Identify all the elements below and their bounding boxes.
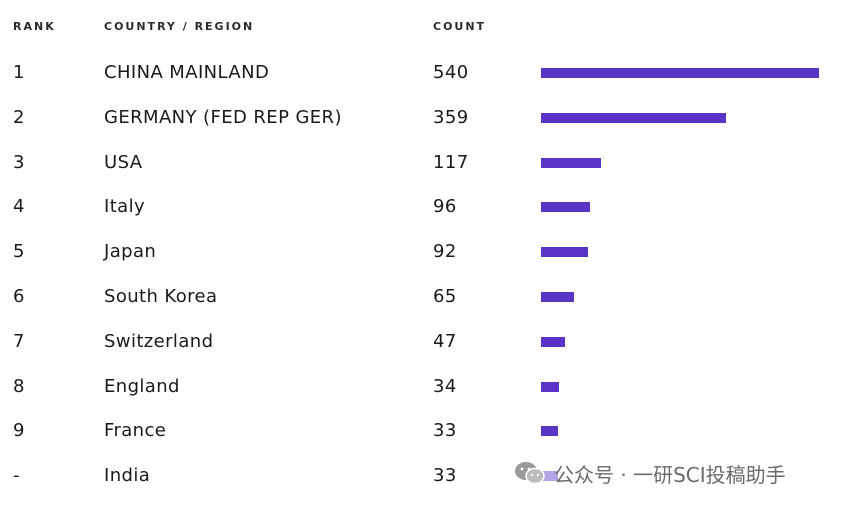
count-bar [541,202,591,213]
watermark-text: 公众号 · 一研SCI投稿助手 [554,462,786,487]
table-header: RANK COUNTRY / REGION COUNT [0,20,850,38]
country-cell: GERMANY (FED REP GER) [104,106,342,128]
country-cell: France [104,420,167,442]
wechat-icon [514,460,546,486]
count-bar [541,336,566,347]
table-row: 8 England 34 [0,372,850,402]
table-row: 9 France 33 [0,416,850,446]
table-row: 4 Italy 96 [0,192,850,222]
country-cell: South Korea [104,286,218,307]
country-cell: England [104,375,180,397]
country-cell: Switzerland [104,330,214,352]
country-cell: CHINA MAINLAND [104,62,270,83]
country-cell: USA [104,151,143,173]
count-bar [541,381,559,392]
rank-cell: 4 [13,196,25,218]
rank-cell: 5 [13,241,25,263]
count-bar [541,426,558,437]
country-cell: Italy [104,196,146,218]
count-bar [541,112,726,123]
rank-cell: 8 [13,375,25,397]
count-cell: 33 [433,420,457,442]
rank-cell: 1 [13,62,25,83]
table-row: 5 Japan 92 [0,237,850,267]
count-cell: 33 [433,465,457,487]
header-rank: RANK [13,20,56,33]
count-cell: 117 [433,151,469,173]
count-cell: 92 [433,241,457,263]
count-cell: 96 [433,196,457,218]
count-cell: 65 [433,286,457,307]
rank-cell: 7 [13,330,25,352]
table-row: 3 USA 117 [0,148,850,178]
watermark: 公众号 · 一研SCI投稿助手 [510,458,790,488]
table-row: 7 Switzerland 47 [0,327,850,357]
count-bar [541,68,819,78]
header-country: COUNTRY / REGION [104,20,255,33]
rank-cell: 9 [13,420,25,442]
table-row: 6 South Korea 65 [0,282,850,312]
rank-cell: 6 [13,286,25,307]
rank-cell: 3 [13,151,25,173]
country-cell: India [104,465,151,487]
header-count: COUNT [433,20,487,33]
count-cell: 47 [433,330,457,352]
rank-cell: 2 [13,106,25,128]
table-row: 2 GERMANY (FED REP GER) 359 [0,103,850,133]
country-cell: Japan [104,241,157,263]
count-bar [541,157,602,168]
table-row: 1 CHINA MAINLAND 540 [0,58,850,88]
count-bar [541,247,589,258]
rank-cell: - [13,465,20,487]
count-bar [541,292,575,302]
count-cell: 359 [433,106,469,128]
count-cell: 540 [433,62,469,83]
count-cell: 34 [433,375,457,397]
